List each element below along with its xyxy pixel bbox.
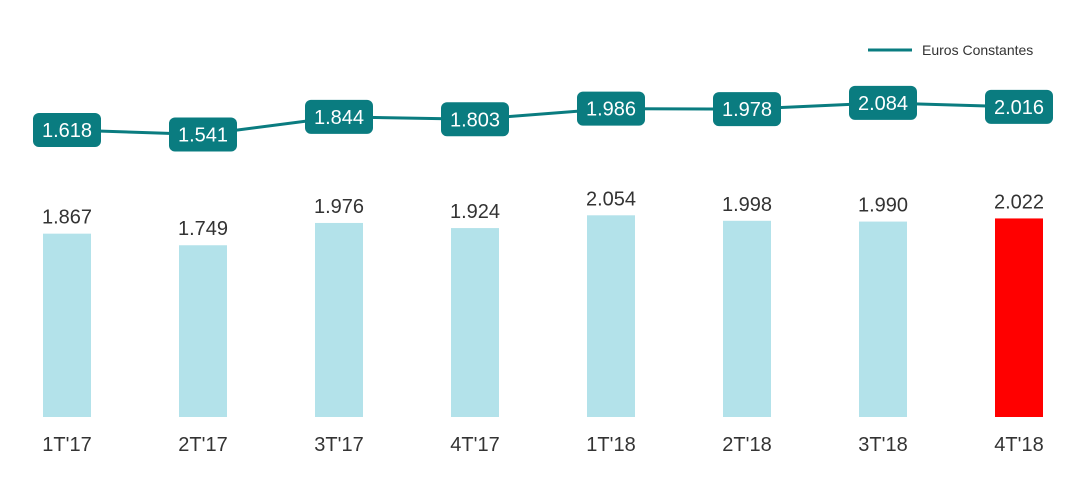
bar-8	[995, 218, 1043, 417]
x-tick-label-8: 4T'18	[994, 434, 1043, 456]
bar-6	[723, 220, 771, 417]
line-point-label-1: 1.618	[42, 120, 92, 142]
bar-value-label-4: 1.924	[450, 201, 500, 223]
line-point-label-7: 2.084	[858, 93, 908, 115]
line-series-group: 1.618 1.541 1.844 1.803 1.986 1.978 2.084 2.016	[33, 85, 1053, 152]
line-point-5: 1.986	[577, 91, 645, 126]
bar-value-label-5: 2.054	[586, 188, 636, 210]
bar-value-label-2: 1.749	[178, 218, 228, 240]
bar-2	[179, 245, 227, 417]
bars-group	[43, 215, 1043, 417]
bar-value-label-3: 1.976	[314, 196, 364, 218]
line-point-box-2	[169, 117, 237, 152]
line-point-box-4	[441, 102, 509, 137]
line-point-1: 1.618	[33, 113, 101, 147]
line-point-box-1	[33, 113, 101, 147]
line-point-box-8	[985, 89, 1053, 124]
bar-labels-group: 1.867 1.749 1.976 1.924 2.054 1.998 1.990 2.022	[42, 188, 1044, 240]
x-tick-label-3: 3T'17	[314, 434, 363, 456]
line-point-box-6	[713, 92, 781, 127]
bar-value-label-6: 1.998	[722, 194, 772, 216]
line-point-6: 1.978	[713, 92, 781, 127]
bar-value-label-8: 2.022	[994, 191, 1044, 213]
line-point-label-4: 1.803	[450, 109, 500, 131]
line-point-4: 1.803	[441, 102, 509, 137]
line-point-label-3: 1.844	[314, 107, 364, 129]
line-point-box-5	[577, 91, 645, 126]
bar-7	[859, 221, 907, 417]
bar-value-label-1: 1.867	[42, 207, 92, 229]
line-point-7: 2.084	[849, 85, 917, 120]
line-point-box-7	[849, 85, 917, 120]
line-point-8: 2.016	[985, 89, 1053, 124]
line-point-2: 1.541	[169, 117, 237, 152]
bar-5	[587, 215, 635, 417]
bar-3	[315, 222, 363, 417]
line-point-label-2: 1.541	[178, 124, 228, 146]
bar-1	[43, 233, 91, 417]
x-tick-label-6: 2T'18	[722, 434, 771, 456]
legend-label: Euros Constantes	[922, 42, 1033, 58]
x-tick-label-1: 1T'17	[42, 434, 91, 456]
legend: Euros Constantes	[868, 42, 1033, 58]
x-tick-labels-group: 1T'17 2T'17 3T'17 4T'17 1T'18 2T'18 3T'18 4T'18	[42, 434, 1043, 456]
line-point-3: 1.844	[305, 99, 373, 134]
line-point-label-6: 1.978	[722, 99, 772, 121]
line-point-label-5: 1.986	[586, 99, 636, 121]
x-tick-label-4: 4T'17	[450, 434, 499, 456]
line-point-label-8: 2.016	[994, 97, 1044, 119]
bar-4	[451, 228, 499, 417]
x-tick-label-2: 2T'17	[178, 434, 227, 456]
line-point-box-3	[305, 99, 373, 134]
x-tick-label-5: 1T'18	[586, 434, 635, 456]
x-tick-label-7: 3T'18	[858, 434, 907, 456]
bar-value-label-7: 1.990	[858, 195, 908, 217]
